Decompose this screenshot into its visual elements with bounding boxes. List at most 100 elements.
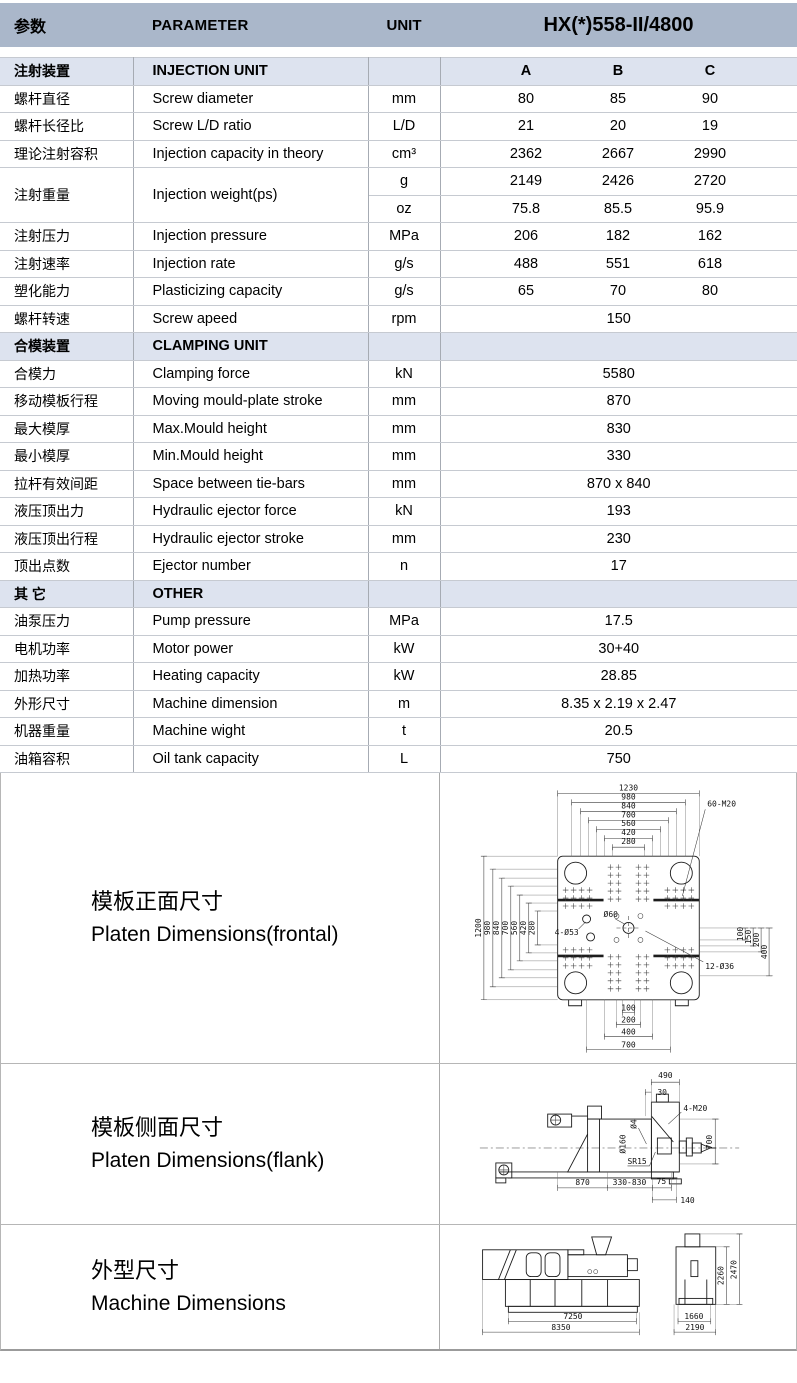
dim-label: 140 [680,1196,695,1205]
param-en: Machine wight [133,717,369,746]
value-cell: 2149 [480,167,572,196]
dim-label: 700 [621,1041,636,1050]
param-en: Min.Mould height [133,442,369,471]
value-cell: 30+40 [440,635,797,663]
machine-dimensions-figure: 7250 8350 1660 2190 2260 2470 [440,1225,796,1349]
value-cell: 2362 [480,140,572,168]
value-cell: 488 [480,250,572,278]
value-cell: 551 [572,250,664,278]
unit-cell: g/s [368,277,441,306]
param-en: Injection capacity in theory [133,140,369,168]
unit-cell [368,332,441,361]
tie-bar-hole [564,861,588,885]
pad-cell [756,57,797,86]
spec-row: 塑化能力 Plasticizing capacity g/s 65 70 80 [0,277,797,306]
spec-row: 液压顶出力 Hydraulic ejector force kN 193 [0,497,797,526]
unit-cell: kN [368,497,441,526]
value-cell: 5580 [440,360,797,388]
machine-end-view [675,1246,717,1305]
param-en: Moving mould-plate stroke [133,387,369,416]
locating-hole [582,914,592,924]
header-param-cn: 参数 [14,19,47,36]
param-cn: 最大模厚 [0,415,134,443]
pad-cell [756,167,797,196]
dim-label: 870 [575,1178,590,1187]
param-en: Heating capacity [133,662,369,691]
dim-label: 560 [621,819,636,828]
spec-row: 油泵压力 Pump pressure MPa 17.5 [0,607,797,636]
dim-label: 840 [621,801,636,810]
platen-flank-label-en: Platen Dimensions(flank) [91,1149,325,1173]
pad-cell [440,195,480,223]
platen-feet [568,999,689,1007]
dim-label: 420 [621,828,636,837]
param-en: Clamping force [133,360,369,388]
spec-row: 机器重量 Machine wight t 20.5 [0,717,797,746]
param-cn: 塑化能力 [0,277,134,306]
injection-unit [567,1254,628,1278]
values-cell [440,332,797,361]
small-hole [613,913,620,919]
spec-row: 最大模厚 Max.Mould height mm 830 [0,415,797,443]
param-en: Machine dimension [133,690,369,718]
unit-cell: kW [368,662,441,691]
dim-label: 280 [621,837,636,846]
dim-label: 75 [657,1177,667,1186]
small-hole [637,913,644,919]
unit-cell: mm [368,85,441,113]
unit-cell: n [368,552,441,581]
value-cell: 150 [440,305,797,333]
param-en: Screw L/D ratio [133,112,369,141]
param-cn: 加热功率 [0,662,134,691]
value-cell: 17.5 [440,607,797,636]
dim-label: Ø160 [617,1134,627,1153]
spec-row: 螺杆转速 Screw apeed rpm 150 [0,305,797,333]
param-cn: 外形尺寸 [0,690,134,718]
pad-cell [440,167,480,196]
param-cn: 液压顶出行程 [0,525,134,553]
annotation-label: 60-M20 [707,799,736,808]
machine-dimensions-label-cn: 外型尺寸 [91,1257,180,1283]
values-cell [440,580,797,608]
param-cn: 螺杆转速 [0,305,134,333]
param-en: Hydraulic ejector stroke [133,525,369,553]
dim-label: 8350 [551,1323,570,1332]
annotation-label: 4-M20 [683,1104,707,1113]
spec-row: 注射重量 Injection weight(ps) g 2149 2426 2720 [0,167,797,223]
value-cell: 80 [480,85,572,113]
unit-cell: L/D [368,112,441,141]
platen-frontal-label-en: Platen Dimensions(frontal) [91,923,339,947]
param-en: Hydraulic ejector force [133,497,369,526]
dim-label: 490 [658,1071,673,1080]
unit-cell [368,580,441,608]
platen-flank-diagram: 490 30 4-M20 700 Ø4 Ø160 SR15 870 330-83… [479,1071,740,1205]
value-cell: 8.35 x 2.19 x 2.47 [440,690,797,718]
param-cn: 螺杆直径 [0,85,134,113]
clamping-housing [482,1249,569,1281]
section-title-cn: 注射装置 [0,57,134,86]
pad-cell [756,112,797,141]
dim-label: 100 [736,927,745,942]
dim-label: 30 [657,1088,667,1097]
spec-row: 油箱容积 Oil tank capacity L 750 [0,745,797,773]
center-crosshair [616,916,641,940]
param-en: Oil tank capacity [133,745,369,773]
param-en: Injection pressure [133,222,369,251]
spec-row: oz 75.8 85.5 95.9 [0,195,797,223]
spec-row: 螺杆直径 Screw diameter mm 80 85 90 [0,85,797,113]
dim-label: 2470 [730,1260,739,1279]
spec-row: 外形尺寸 Machine dimension m 8.35 x 2.19 x 2.47 [0,690,797,718]
hopper [591,1236,613,1256]
pad-cell [440,222,480,251]
machine-dimensions-label: 外型尺寸 Machine Dimensions [1,1225,440,1349]
param-cn: 注射压力 [0,222,134,251]
value-cell: 230 [440,525,797,553]
spec-row: 电机功率 Motor power kW 30+40 [0,635,797,663]
pad-cell [756,277,797,306]
platen-flank-row: 模板侧面尺寸 Platen Dimensions(flank) [1,1064,796,1225]
value-cell: 65 [480,277,572,306]
value-cell: 85 [572,85,664,113]
section-title-cn: 合模装置 [0,332,134,361]
value-cell: 21 [480,112,572,141]
pad-cell [756,222,797,251]
